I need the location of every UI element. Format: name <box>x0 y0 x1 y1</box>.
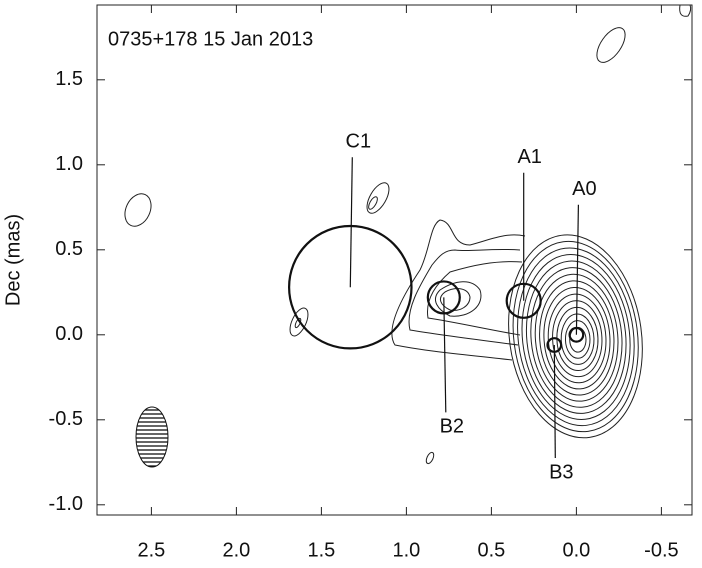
y-tick-label: 0.0 <box>55 323 83 345</box>
contour <box>552 300 603 378</box>
y-tick-label: 1.0 <box>55 153 83 175</box>
contour <box>556 306 599 372</box>
component-label: B3 <box>549 461 573 483</box>
y-tick-label: -0.5 <box>49 408 83 430</box>
leader-line <box>553 344 556 459</box>
y-tick-label: 1.5 <box>55 68 83 90</box>
x-tick-label: 2.0 <box>222 539 250 561</box>
leader-line <box>575 204 579 335</box>
component-label: C1 <box>346 130 372 152</box>
x-tick-label: 0.5 <box>477 539 505 561</box>
contour <box>543 286 611 390</box>
y-tick-label: 0.5 <box>55 238 83 260</box>
contour <box>534 273 619 402</box>
contours <box>124 4 692 465</box>
beam <box>135 406 169 468</box>
contour <box>530 267 623 408</box>
y-axis-label: Dec (mas) <box>2 214 24 306</box>
contour <box>525 260 627 414</box>
contour <box>564 320 591 359</box>
x-tick-label: 2.5 <box>137 539 165 561</box>
y-tick-label: -1.0 <box>49 493 83 515</box>
contour <box>508 234 643 439</box>
contour <box>517 247 635 427</box>
plot-frame <box>96 4 693 516</box>
x-tick-label: 0.0 <box>562 539 590 561</box>
contour <box>512 240 639 433</box>
component-label: B2 <box>440 416 464 438</box>
x-tick-label: 1.5 <box>307 539 335 561</box>
leader-line <box>443 297 447 413</box>
component-label: A0 <box>572 178 596 200</box>
x-tick-label: -0.5 <box>644 539 678 561</box>
contour <box>521 253 631 420</box>
chart-title: 0735+178 15 Jan 2013 <box>108 28 313 50</box>
contour <box>539 280 615 396</box>
component <box>287 224 413 350</box>
component-label: A1 <box>517 146 541 168</box>
x-tick-label: 1.0 <box>392 539 420 561</box>
leader-line <box>349 157 353 288</box>
